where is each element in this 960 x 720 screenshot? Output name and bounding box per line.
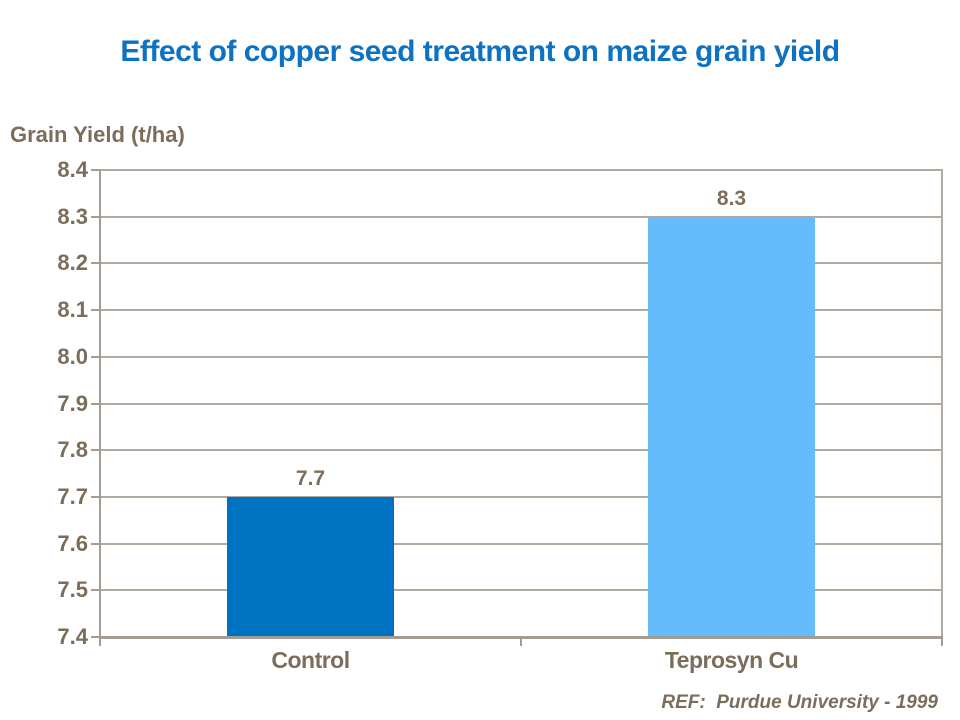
- y-tick-label: 7.5: [57, 577, 88, 603]
- y-axis-line: [99, 169, 101, 638]
- y-tick-label: 7.7: [57, 483, 88, 509]
- y-axis-tick: [91, 402, 100, 405]
- gridline: [100, 262, 942, 265]
- y-tick-label: 8.2: [57, 250, 88, 276]
- x-category-label: Control: [271, 647, 350, 673]
- y-tick-label: 7.4: [57, 624, 88, 649]
- gridline: [100, 495, 942, 498]
- y-axis-tick: [91, 262, 100, 265]
- gridline: [100, 169, 942, 171]
- bar-value-label: 8.3: [716, 186, 747, 210]
- bar-control: [227, 496, 394, 637]
- x-axis-line: [99, 636, 943, 639]
- y-tick-label: 8.1: [57, 297, 88, 323]
- y-tick-label: 7.8: [57, 437, 88, 463]
- y-axis-tick: [91, 215, 100, 218]
- gridline: [100, 215, 942, 218]
- gridline: [100, 449, 942, 452]
- y-axis-tick: [91, 355, 100, 358]
- x-axis-tick: [941, 637, 943, 646]
- x-axis-tick: [99, 637, 101, 646]
- y-axis-title: Grain Yield (t/ha): [10, 122, 185, 147]
- plot-right-border: [941, 169, 943, 638]
- y-axis-tick: [91, 169, 100, 171]
- y-axis-tick: [91, 636, 100, 638]
- reference-note: REF: Purdue University - 1999: [661, 692, 938, 713]
- gridline: [100, 355, 942, 358]
- y-axis-tick: [91, 449, 100, 452]
- y-tick-label: 7.6: [57, 530, 88, 556]
- x-axis-tick: [520, 637, 522, 646]
- y-axis-tick: [91, 309, 100, 312]
- bar-value-label: 7.7: [295, 466, 326, 490]
- y-tick-label: 8.4: [57, 157, 88, 182]
- y-axis-tick: [91, 495, 100, 498]
- y-tick-label: 8.3: [57, 203, 88, 229]
- y-axis-tick: [91, 542, 100, 545]
- x-category-label: Teprosyn Cu: [664, 647, 799, 673]
- gridline: [100, 542, 942, 545]
- y-tick-label: 7.9: [57, 390, 88, 416]
- bar-teprosyn-cu: [648, 216, 815, 637]
- y-axis-tick: [91, 589, 100, 592]
- chart-title: Effect of copper seed treatment on maize…: [120, 35, 840, 68]
- gridline: [100, 309, 942, 312]
- y-tick-label: 8.0: [57, 343, 88, 369]
- gridline: [100, 402, 942, 405]
- gridline: [100, 589, 942, 592]
